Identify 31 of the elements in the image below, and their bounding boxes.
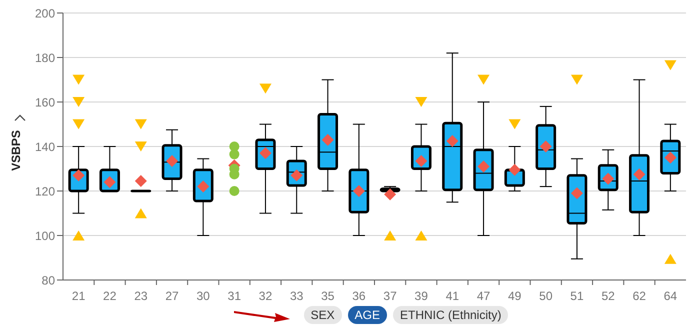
x-tick-label: 21 xyxy=(72,289,86,303)
x-tick-label: 22 xyxy=(103,289,117,303)
x-tick-label: 35 xyxy=(321,289,335,303)
x-tick-label: 30 xyxy=(196,289,210,303)
x-tick-label: 32 xyxy=(258,289,272,303)
x-tick-label: 31 xyxy=(228,289,242,303)
x-tick-label: 39 xyxy=(414,289,428,303)
x-tick-label: 62 xyxy=(632,289,646,303)
text: AGE xyxy=(348,306,387,324)
y-tick-label: 140 xyxy=(34,140,56,154)
x-tick-label: 50 xyxy=(539,289,553,303)
y-tick-label: 100 xyxy=(34,228,56,243)
y-tick-label: 120 xyxy=(34,184,56,198)
x-tick-label: 52 xyxy=(601,289,616,303)
x-tick-label: 33 xyxy=(290,289,304,303)
x-tick-label: 41 xyxy=(446,289,460,303)
x-tick-label: 49 xyxy=(508,289,522,303)
text: ETHNIC (Ethnicity) xyxy=(393,306,508,324)
y-tick-label: 80 xyxy=(42,273,56,288)
x-tick-label: 36 xyxy=(352,289,366,303)
x-tick-label: 64 xyxy=(664,289,678,303)
x-tick-label: 27 xyxy=(165,289,180,303)
y-tick-label: 200 xyxy=(34,6,56,20)
x-tick-label: 23 xyxy=(134,289,148,303)
x-tick-label: 47 xyxy=(476,289,491,303)
text: SEX xyxy=(304,306,342,324)
y-tick-label: 180 xyxy=(34,50,56,65)
y-axis-title: VSBPS xyxy=(9,130,23,171)
x-tick-label: 51 xyxy=(570,289,584,303)
y-tick-label: 160 xyxy=(34,95,56,110)
x-tick-label: 37 xyxy=(383,289,398,303)
